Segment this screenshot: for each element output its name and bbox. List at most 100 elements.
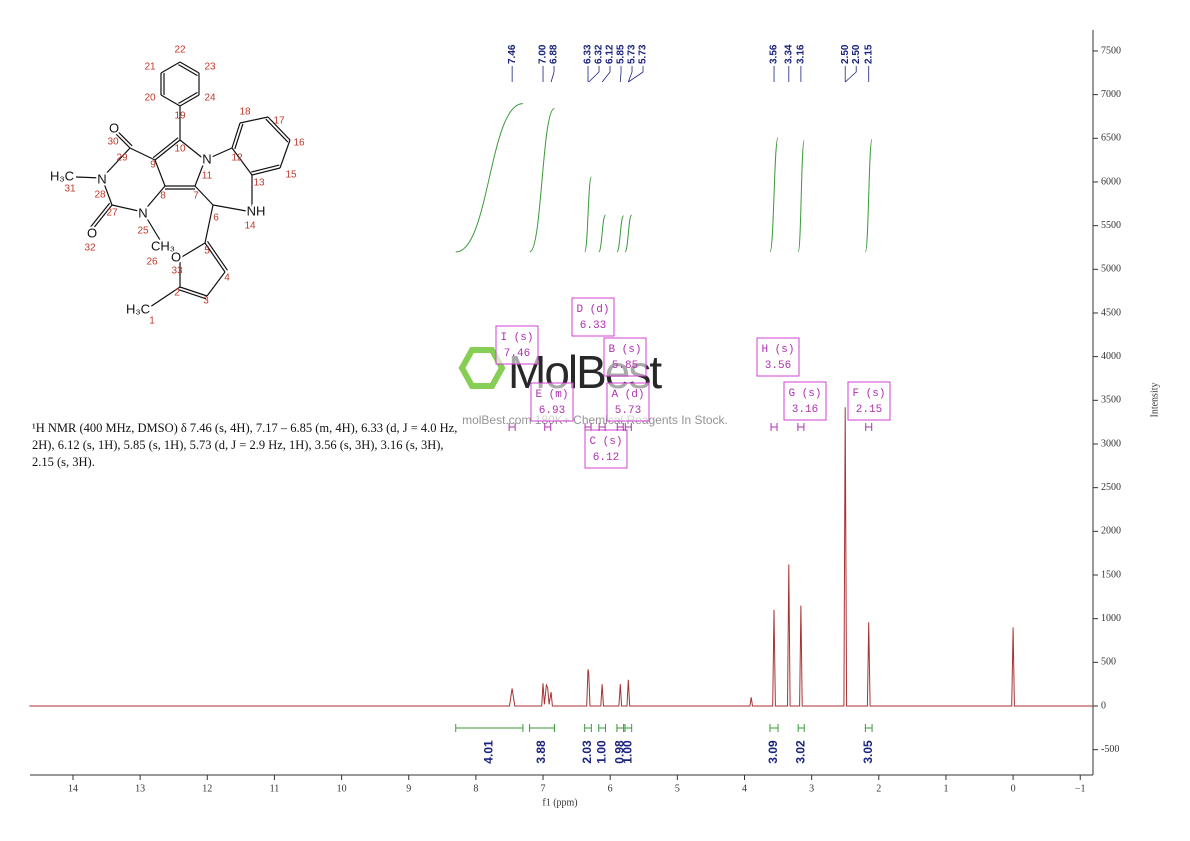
atom-number: 14	[244, 221, 256, 232]
x-axis-label: f1 (ppm)	[542, 797, 577, 808]
bond	[231, 147, 253, 176]
peak-label: 5.73	[638, 44, 649, 64]
atom-number: 5	[204, 246, 210, 257]
bond	[111, 204, 144, 213]
multiplet-box	[783, 381, 827, 421]
atom-label: CH₃	[151, 238, 175, 253]
atom-number: 3	[203, 296, 209, 307]
bond	[179, 139, 206, 161]
atom-label: N	[202, 151, 211, 166]
atom-number: 32	[84, 243, 96, 254]
integral-label: 3.05	[861, 740, 875, 764]
atom-number: 4	[224, 273, 230, 284]
bond	[178, 64, 198, 77]
integral-curve	[797, 139, 805, 253]
peak-label: 6.12	[605, 44, 616, 64]
atom-label: H₃C	[50, 168, 74, 183]
integral-curve	[769, 137, 779, 253]
multiplet-name: E (m)	[535, 389, 568, 401]
integral-label: 3.09	[766, 740, 780, 764]
x-tick-label: 11	[270, 783, 280, 794]
atom-number: 8	[160, 191, 166, 202]
x-tick-label: 1	[943, 783, 948, 794]
bond	[179, 242, 206, 259]
multiplet-shift: 7.46	[504, 348, 530, 360]
peak-label: 5.85	[616, 44, 627, 64]
integral-label: 1.00	[594, 740, 608, 764]
bond	[129, 147, 156, 161]
bond	[154, 159, 166, 187]
atom-label: H₃C	[126, 301, 150, 316]
bond	[142, 211, 161, 241]
integral-label: 3.88	[534, 740, 548, 764]
bond	[91, 204, 113, 231]
watermark-tagline: molBest.com 180K+ Chemical Reagents In S…	[462, 413, 728, 427]
atom-number: 12	[231, 153, 243, 164]
atom-number: 16	[293, 138, 305, 149]
multiplet-shift: 3.16	[792, 404, 818, 416]
multiplet-name: D (d)	[576, 304, 609, 316]
atom-label: O	[109, 120, 119, 135]
bond	[204, 147, 233, 161]
bond	[113, 131, 131, 149]
y-tick-label: 7000	[1101, 89, 1121, 100]
bond	[204, 204, 214, 244]
bond	[160, 94, 181, 107]
y-tick-label: 0	[1101, 700, 1106, 711]
multiplet-marker	[508, 423, 516, 431]
atom-number: 29	[116, 153, 128, 164]
multiplet-shift: 3.56	[765, 360, 791, 372]
atom-number: 21	[144, 62, 156, 73]
peak-connector	[601, 71, 611, 83]
atom-number: 9	[150, 160, 156, 171]
multiplet-box	[606, 382, 650, 422]
bond	[231, 122, 241, 149]
x-tick-label: 9	[406, 783, 411, 794]
multiplet-name: C (s)	[589, 436, 622, 448]
atom-number: 2	[174, 288, 180, 299]
x-tick-label: 7	[541, 783, 546, 794]
bond	[152, 137, 179, 159]
multiplet-marker	[616, 423, 624, 431]
bond	[179, 94, 200, 107]
peak-label: 3.34	[783, 44, 794, 64]
peak-connector	[628, 71, 644, 83]
atom-number: 15	[285, 170, 297, 181]
bond	[234, 123, 244, 150]
atom-number: 27	[106, 208, 118, 219]
integral-label: 0.98	[612, 740, 626, 764]
multiplet-shift: 5.73	[615, 405, 641, 417]
bond	[251, 167, 281, 176]
integral-label: 1.00	[620, 740, 634, 764]
bond	[75, 176, 103, 179]
peak-label: 6.88	[549, 44, 560, 64]
spectrum-line	[29, 407, 1094, 707]
peak-label: 7.00	[538, 44, 549, 64]
bond	[251, 164, 280, 173]
y-tick-label: 2500	[1101, 482, 1121, 493]
y-tick-label: 7500	[1101, 45, 1121, 56]
bond	[279, 139, 291, 169]
atom-number: 11	[202, 171, 213, 182]
integral-curve	[598, 214, 606, 253]
atom-number: 24	[204, 93, 216, 104]
y-tick-label: 2000	[1101, 526, 1121, 537]
y-tick-label: 3000	[1101, 438, 1121, 449]
bond	[179, 286, 208, 297]
multiplet-name: F (s)	[852, 388, 885, 400]
atom-number: 7	[193, 191, 199, 202]
x-tick-label: 0	[1011, 783, 1016, 794]
integral-curve	[864, 138, 873, 253]
multiplet-box	[847, 381, 891, 421]
multiplet-marker	[797, 423, 805, 431]
bond	[194, 159, 206, 187]
bond	[267, 116, 291, 141]
bond	[142, 185, 166, 213]
atom-number: 10	[174, 144, 186, 155]
atom-label: NH	[247, 203, 266, 218]
x-tick-label: −1	[1075, 783, 1086, 794]
atom-number: 33	[171, 266, 183, 277]
y-axis-label: Intensity	[1149, 383, 1160, 418]
bond	[178, 289, 207, 300]
multiplet-box	[603, 337, 647, 377]
